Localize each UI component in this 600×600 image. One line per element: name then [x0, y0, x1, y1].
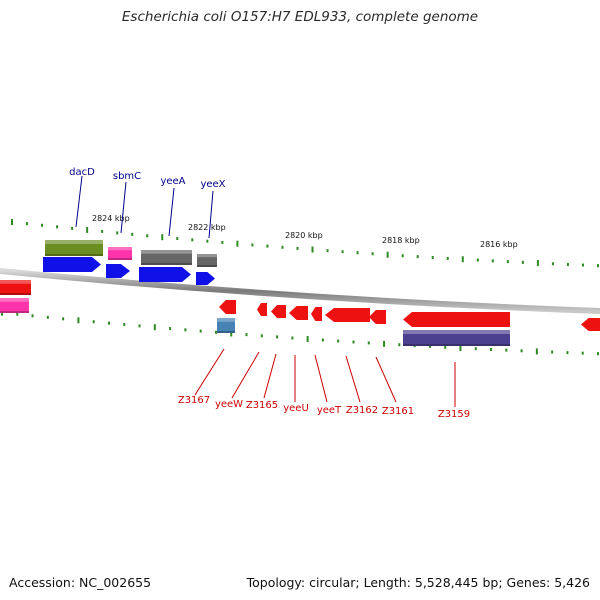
gene-label-top: sbmC [113, 171, 141, 182]
feature-yeeA [141, 250, 192, 265]
cds-reverse [581, 318, 600, 331]
gene-label-top: dacD [69, 167, 95, 178]
scale-label: 2824 kbp [92, 214, 130, 223]
leader-line [375, 356, 397, 403]
cds-reverse [403, 312, 510, 327]
leader-line [231, 351, 260, 399]
gene-label-top: yeeA [160, 176, 185, 187]
feature-left-pink [0, 298, 29, 313]
topology-text: Topology: circular; Length: 5,528,445 bp… [246, 575, 590, 590]
gene-label-top: yeeX [200, 179, 225, 190]
gene-label-bottom: Z3167 [178, 395, 210, 406]
gene-label-bottom: yeeT [317, 405, 342, 416]
cds-forward [43, 257, 101, 272]
leader-line [345, 355, 361, 403]
accession-text: Accession: NC_002655 [9, 575, 152, 590]
cds-reverse [325, 308, 370, 322]
gene-label-bottom: yeeW [215, 399, 243, 410]
inner-tick-ring [1, 309, 599, 356]
cds-forward [196, 272, 215, 285]
cds-forward [106, 264, 130, 278]
feature-sbmC [108, 247, 132, 260]
leader-line [168, 187, 175, 237]
leader-line [120, 181, 127, 234]
scale-label: 2822 kbp [188, 223, 226, 232]
cds-reverse [271, 305, 286, 318]
scale-labels: 2824 kbp 2822 kbp 2820 kbp 2818 kbp 2816 kbp [92, 214, 518, 249]
gene-label-bottom: Z3162 [346, 405, 378, 416]
feature-dacD [45, 240, 103, 256]
cds-forward [139, 267, 191, 282]
backbone-line [0, 268, 600, 314]
cds-reverse [289, 306, 308, 320]
gene-label-bottom: Z3165 [246, 400, 278, 411]
outer-tick-ring [11, 219, 599, 268]
feature-yeeX [197, 254, 217, 267]
feature-Z3159 [403, 330, 510, 346]
map-title: Escherichia coli O157:H7 EDL933, complet… [121, 9, 479, 25]
gene-label-bottom: Z3161 [382, 406, 414, 417]
gene-label-bottom: yeeU [283, 403, 309, 414]
gene-label-bottom: Z3159 [438, 409, 470, 420]
cds-reverse [311, 307, 322, 321]
scale-label: 2818 kbp [382, 236, 420, 245]
gene-labels: dacD sbmC yeeA yeeX Z3167 yeeW Z3165 yeeU yeeT Z3… [69, 167, 470, 420]
cds-reverse [257, 303, 267, 316]
cds-reverse [369, 310, 386, 324]
leader-line [263, 353, 277, 399]
leader-line [75, 175, 83, 228]
leader-line [314, 354, 328, 403]
label-leaders [75, 175, 456, 407]
feature-left-red [0, 280, 31, 295]
cds-reverse [219, 300, 236, 314]
scale-label: 2820 kbp [285, 231, 323, 240]
leader-line [194, 348, 225, 396]
genome-backbone [0, 268, 600, 314]
leader-line [208, 190, 214, 239]
feature-track [0, 240, 600, 346]
scale-label: 2816 kbp [480, 240, 518, 249]
feature-Z3167 [217, 318, 235, 333]
